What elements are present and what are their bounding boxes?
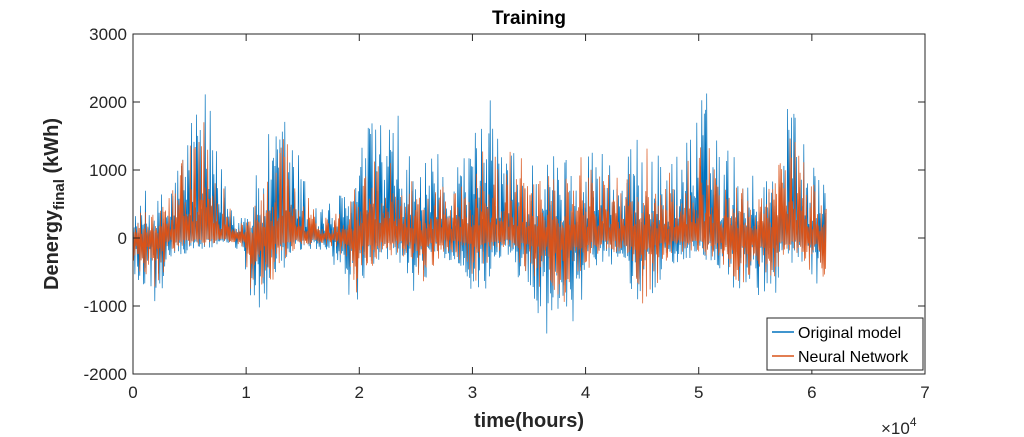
x-tick-label: 2 <box>355 383 364 402</box>
x-tick-label: 4 <box>581 383 590 402</box>
y-tick-label: 0 <box>118 229 127 248</box>
y-axis-label: Denergyfinal (kWh) <box>41 118 68 290</box>
x-tick-label: 3 <box>468 383 477 402</box>
chart-title: Training <box>492 8 566 29</box>
x-tick-label: 0 <box>128 383 137 402</box>
ticks-layer: 0 1 2 3 4 5 6 7 -2000 -1000 0 1000 2000 3000 <box>84 25 930 402</box>
y-tick-label: -2000 <box>84 365 127 384</box>
series-line-neural-network <box>133 122 827 304</box>
y-tick-label: 2000 <box>89 93 127 112</box>
y-tick-label: 3000 <box>89 25 127 44</box>
legend: Original model Neural Network <box>766 317 924 371</box>
y-axis-label-subscript: final <box>51 179 68 210</box>
legend-label-neural-network: Neural Network <box>798 349 909 366</box>
x-tick-label: 7 <box>920 383 929 402</box>
x-tick-label: 1 <box>241 383 250 402</box>
x-axis-multiplier-exponent: 4 <box>910 415 917 429</box>
y-axis-label-main: Denergy <box>41 209 63 290</box>
y-axis-label-unit: (kWh) <box>41 118 63 179</box>
series-layer <box>133 93 827 334</box>
plot-frame <box>132 33 926 375</box>
legend-box <box>766 317 924 371</box>
x-axis-multiplier-base: ×10 <box>881 419 910 437</box>
y-tick-label: -1000 <box>84 297 127 316</box>
x-tick-label: 6 <box>807 383 816 402</box>
x-tick-label: 5 <box>694 383 703 402</box>
x-axis-label: time(hours) <box>474 410 584 432</box>
legend-label-original-model: Original model <box>798 325 901 342</box>
x-axis-multiplier: ×104 <box>881 415 917 437</box>
y-tick-label: 1000 <box>89 161 127 180</box>
